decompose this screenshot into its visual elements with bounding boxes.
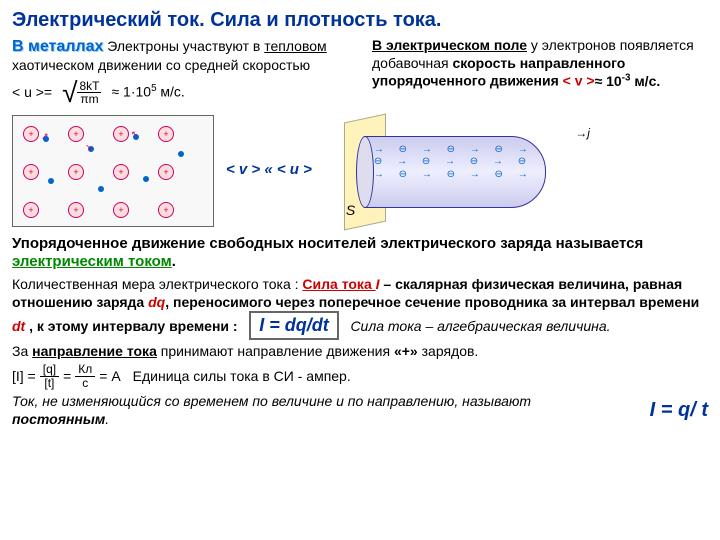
intro-row: В металлах Электроны участвуют в теплово…	[12, 37, 708, 111]
constant-current: Ток, не изменяющийся со временем по вели…	[12, 393, 630, 428]
speed-formula: < u >= √8kTπm ≈ 1·105 м/с.	[12, 79, 360, 107]
metals-label: В металлах	[12, 38, 103, 55]
approx: ≈ 1·105 м/с.	[111, 83, 184, 101]
txt-u: тепловом	[264, 38, 326, 54]
last-row: Ток, не изменяющийся со временем по вели…	[12, 393, 708, 428]
col-right: В электрическом поле у электронов появля…	[372, 37, 708, 111]
note: Сила тока – алгебраическая величина.	[350, 318, 610, 334]
txt-u: В электрическом поле	[372, 37, 527, 53]
current-strength: Количественная мера электрического тока …	[12, 276, 708, 340]
cylinder-diagram: → ⊖ → ⊖ → ⊖ →⊖ → ⊖ → ⊖ → ⊖→ ⊖ → ⊖ → ⊖ → …	[324, 126, 584, 216]
final-formula: I = q/ t	[650, 398, 708, 423]
direction: За направление тока принимают направлени…	[12, 343, 708, 361]
txt-r: < v >	[563, 73, 595, 89]
unit-row: [I] = [q][t] = Клс = А Единица силы тока…	[12, 363, 708, 390]
page-title: Электрический ток. Сила и плотность тока…	[12, 8, 708, 33]
col-left: В металлах Электроны участвуют в теплово…	[12, 37, 360, 111]
definition: Упорядоченное движение свободных носител…	[12, 235, 708, 273]
sqrt: √8kTπm	[62, 79, 101, 107]
unit-formula: [I] = [q][t] = Клс = А	[12, 363, 121, 390]
lhs: < u >=	[12, 84, 52, 102]
txt: Электроны участвуют в	[107, 38, 264, 54]
s-label: S	[346, 202, 355, 220]
unit-text: Единица силы тока в СИ - ампер.	[133, 368, 351, 386]
diagram-row: ++++ ++++ ++++ ↗↘↖ < v > « < u > → ⊖ → ⊖…	[12, 115, 708, 227]
txt: хаотическом движении со средней скорость…	[12, 57, 310, 73]
comparison: < v > « < u >	[226, 161, 312, 180]
lattice-diagram: ++++ ++++ ++++ ↗↘↖	[12, 115, 214, 227]
j-label: →j	[575, 126, 590, 141]
formula-box: I = dq/dt	[249, 311, 339, 340]
